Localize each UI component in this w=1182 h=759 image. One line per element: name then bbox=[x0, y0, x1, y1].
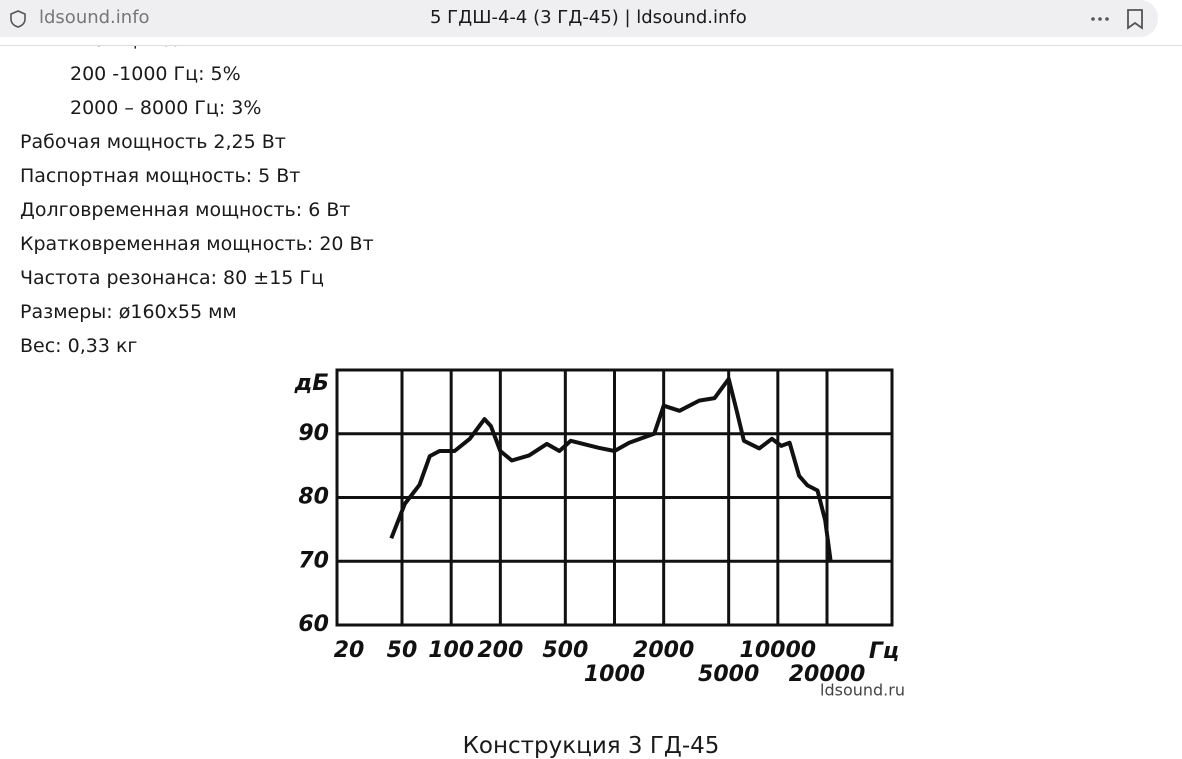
menu-icon[interactable] bbox=[1091, 17, 1109, 21]
y-tick-label: 70 bbox=[298, 548, 329, 573]
spec-line: Вес: 0,33 кг bbox=[20, 335, 138, 357]
x-tick-label: 1000 bbox=[584, 662, 645, 687]
toolbar-icons bbox=[1091, 9, 1143, 30]
spec-line: Паспортная мощность: 5 Вт bbox=[20, 165, 301, 187]
bookmark-icon[interactable] bbox=[1127, 9, 1143, 30]
spec-line: Размеры: ø160x55 мм bbox=[20, 301, 237, 323]
x-tick-label: 50 bbox=[387, 638, 418, 663]
x-tick-label: 500 bbox=[542, 638, 588, 663]
spec-line: Частота резонанса: 80 ±15 Гц bbox=[20, 267, 324, 289]
x-tick-label: 2000 bbox=[633, 638, 694, 663]
address-bar[interactable] bbox=[0, 0, 1158, 37]
x-tick-label: 100 bbox=[428, 638, 474, 663]
tab-title: 5 ГДШ-4-4 (3 ГД-45) | ldsound.info bbox=[430, 7, 747, 28]
y-tick-label: 90 bbox=[298, 421, 329, 446]
watermark: ldsound.ru bbox=[820, 681, 905, 700]
spec-line: 2000 – 8000 Гц: 3% bbox=[70, 97, 262, 119]
x-tick-label: 20 bbox=[334, 638, 365, 663]
x-tick-label: 10000 bbox=[740, 638, 817, 663]
x-tick-label: 5000 bbox=[698, 662, 759, 687]
browser-toolbar: ldsound.info 5 ГДШ-4-4 (3 ГД-45) | ldsou… bbox=[0, 0, 1182, 46]
y-tick-label: 60 bbox=[298, 612, 329, 637]
spec-line: Долговременная мощность: 6 Вт bbox=[20, 199, 351, 221]
shield-icon[interactable] bbox=[8, 9, 28, 29]
spec-line: Рабочая мощность 2,25 Вт bbox=[20, 131, 286, 153]
y-axis-label: дБ bbox=[293, 371, 329, 396]
caption: Конструкция 3 ГД-45 bbox=[462, 733, 720, 759]
response-curve bbox=[389, 376, 833, 561]
url[interactable]: ldsound.info bbox=[39, 7, 150, 28]
x-tick-label: 20000 bbox=[789, 662, 866, 687]
x-tick-label: 200 bbox=[477, 638, 523, 663]
spec-line: Кратковременная мощность: 20 Вт bbox=[20, 233, 374, 255]
x-axis-label: Гц bbox=[869, 639, 899, 664]
y-tick-label: 80 bbox=[298, 485, 329, 510]
spec-line: 200 -1000 Гц: 5% bbox=[70, 63, 241, 85]
